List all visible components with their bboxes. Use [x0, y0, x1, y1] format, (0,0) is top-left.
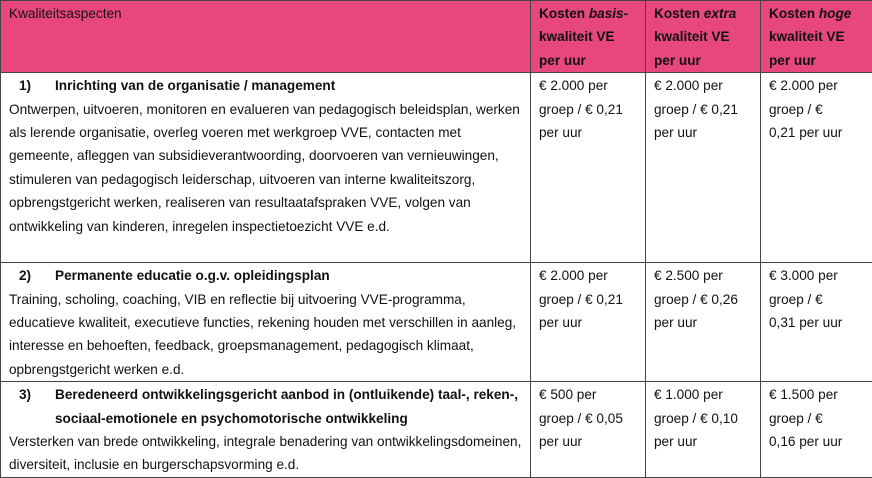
- table-body: 1)Inrichting van de organisatie / manage…: [1, 73, 872, 478]
- aspect-cell: 3)Beredeneerd ontwikkelingsgericht aanbo…: [1, 382, 531, 478]
- header-cell: Kosten extra kwaliteit VE per uur: [646, 1, 761, 73]
- aspect-title: Beredeneerd ontwikkelingsgericht aanbod …: [55, 383, 522, 430]
- header-emphasis: extra: [704, 6, 737, 21]
- aspect-heading: 3)Beredeneerd ontwikkelingsgericht aanbo…: [9, 383, 522, 430]
- aspect-number: 2): [9, 264, 55, 287]
- aspect-cell: 2)Permanente educatie o.g.v. opleidingsp…: [1, 263, 531, 382]
- header-cell: Kwaliteitsaspecten: [1, 1, 531, 73]
- header-emphasis: hoge: [819, 6, 851, 21]
- cost-cell: € 2.000 per groep / € 0,21 per uur: [531, 263, 646, 382]
- table-row: 1)Inrichting van de organisatie / manage…: [1, 73, 872, 263]
- aspect-title: Permanente educatie o.g.v. opleidingspla…: [55, 264, 330, 287]
- aspect-title: Inrichting van de organisatie / manageme…: [55, 74, 335, 97]
- cost-cell: € 3.000 per groep / € 0,31 per uur: [761, 263, 872, 382]
- cost-cell: € 1.500 per groep / € 0,16 per uur: [761, 382, 872, 478]
- aspect-heading: 2)Permanente educatie o.g.v. opleidingsp…: [9, 264, 522, 287]
- cost-cell: € 2.000 per groep / € 0,21 per uur: [646, 73, 761, 263]
- aspect-cell: 1)Inrichting van de organisatie / manage…: [1, 73, 531, 263]
- header-text: Kosten: [654, 6, 704, 21]
- aspect-description: Versterken van brede ontwikkeling, integ…: [9, 430, 522, 477]
- aspect-number: 1): [9, 74, 55, 97]
- header-row: Kwaliteitsaspecten Kosten basis- kwalite…: [1, 1, 872, 73]
- header-text: kwaliteit VE per uur: [769, 29, 845, 67]
- cost-cell: € 2.000 per groep / € 0,21 per uur: [531, 73, 646, 263]
- table-row: 3)Beredeneerd ontwikkelingsgericht aanbo…: [1, 382, 872, 478]
- aspect-number: 3): [9, 383, 55, 430]
- cost-cell: € 1.000 per groep / € 0,10 per uur: [646, 382, 761, 478]
- header-cell: Kosten hoge kwaliteit VE per uur: [761, 1, 872, 73]
- header-cell: Kosten basis- kwaliteit VE per uur: [531, 1, 646, 73]
- header-text: Kosten: [769, 6, 819, 21]
- table-row: 2)Permanente educatie o.g.v. opleidingsp…: [1, 263, 872, 382]
- aspect-description: Ontwerpen, uitvoeren, monitoren en evalu…: [9, 98, 522, 238]
- cost-cell: € 500 per groep / € 0,05 per uur: [531, 382, 646, 478]
- header-text: kwaliteit VE per uur: [539, 29, 615, 67]
- header-text: Kosten: [539, 6, 589, 21]
- aspect-heading: 1)Inrichting van de organisatie / manage…: [9, 74, 522, 97]
- cost-cell: € 2.000 per groep / € 0,21 per uur: [761, 73, 872, 263]
- aspect-description: Training, scholing, coaching, VIB en ref…: [9, 288, 522, 382]
- header-text: kwaliteit VE per uur: [654, 29, 730, 67]
- cost-cell: € 2.500 per groep / € 0,26 per uur: [646, 263, 761, 382]
- header-emphasis: basis-: [589, 6, 628, 21]
